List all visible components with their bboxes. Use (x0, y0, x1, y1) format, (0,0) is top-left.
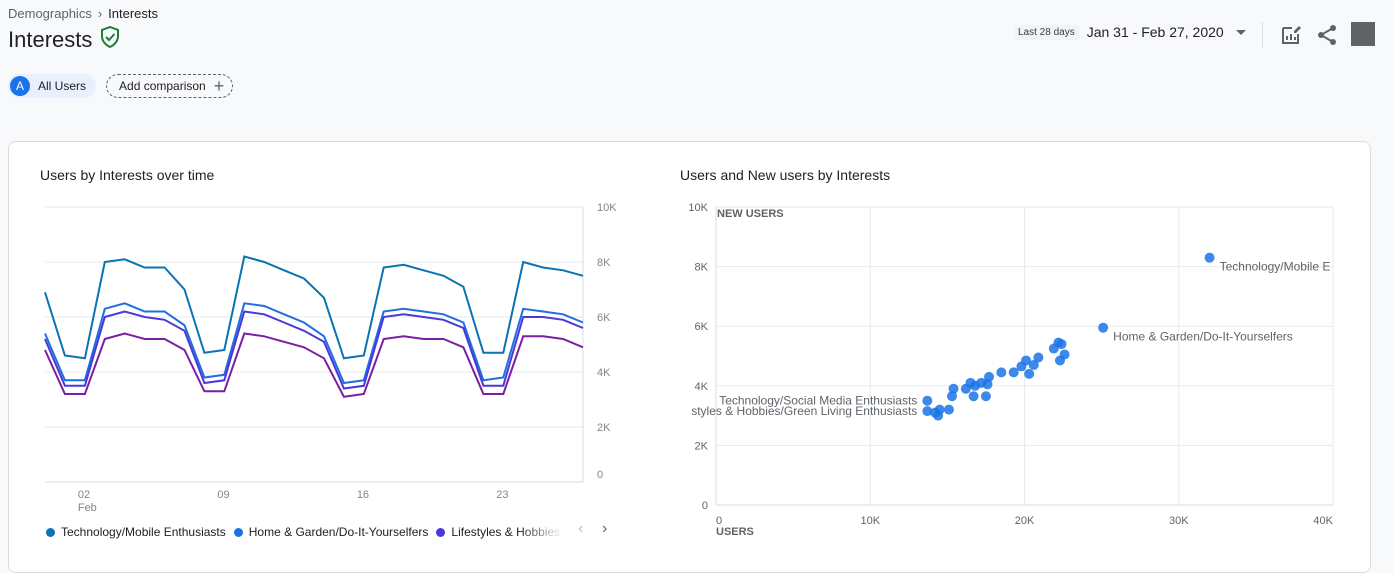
all-users-avatar: A (10, 76, 30, 96)
breadcrumb-current: Interests (108, 6, 159, 21)
customize-report-icon[interactable] (1278, 22, 1304, 48)
date-range: Jan 31 - Feb 27, 2020 (1086, 24, 1224, 40)
plus-icon: + (213, 76, 225, 96)
legend-fade (520, 522, 564, 542)
legend-item[interactable]: Home & Garden/Do-It-Yourselfers (233, 525, 429, 539)
legend-label: Home & Garden/Do-It-Yourselfers (248, 525, 429, 539)
dropdown-caret-icon (1235, 29, 1246, 35)
breadcrumb-parent[interactable]: Demographics (8, 6, 92, 21)
breadcrumb: Demographics › Interests (8, 6, 158, 21)
title-row: Interests (8, 25, 120, 53)
date-range-picker[interactable]: Last 28 days Jan 31 - Feb 27, 2020 (1014, 24, 1246, 40)
all-users-chip[interactable]: A All Users (8, 74, 97, 98)
legend-dot (46, 527, 55, 537)
scatter-chart-title: Users and New users by Interests (680, 167, 891, 183)
legend-prev-button[interactable]: ‹ (578, 520, 584, 537)
charts-card (8, 141, 1371, 573)
line-chart-legend: Technology/Mobile Enthusiasts Home & Gar… (46, 525, 561, 539)
chevron-right-icon: › (97, 6, 103, 21)
legend-dot (436, 527, 446, 537)
legend-dot (233, 527, 243, 537)
verified-shield-icon (100, 25, 120, 53)
page-title: Interests (8, 26, 93, 52)
all-users-label: All Users (38, 79, 87, 93)
date-badge: Last 28 days (1014, 24, 1079, 40)
legend-label: Technology/Mobile Enthusiasts (61, 525, 226, 539)
legend-next-button[interactable]: › (602, 520, 608, 537)
share-icon[interactable] (1314, 22, 1340, 48)
stop-square-icon[interactable] (1351, 22, 1375, 46)
line-chart-title: Users by Interests over time (40, 167, 215, 183)
toolbar-divider (1262, 22, 1263, 48)
legend-item[interactable]: Technology/Mobile Enthusiasts (46, 525, 226, 539)
add-comparison-button[interactable]: Add comparison + (106, 74, 234, 98)
comparison-chips: A All Users Add comparison + (8, 74, 234, 98)
add-comparison-label: Add comparison (119, 79, 206, 93)
